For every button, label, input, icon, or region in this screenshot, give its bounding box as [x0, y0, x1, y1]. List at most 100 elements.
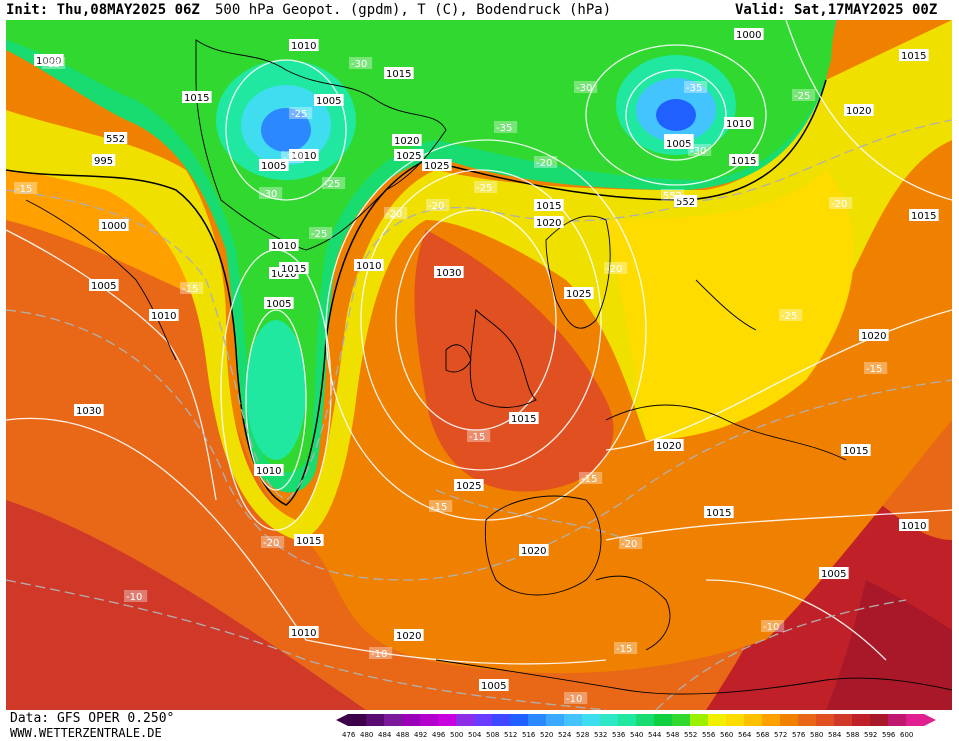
svg-text:1010: 1010 [256, 466, 281, 477]
temperature-label: -10 [761, 620, 785, 633]
colorbar-tick-label: 516 [522, 731, 536, 739]
svg-text:-30: -30 [261, 189, 277, 200]
svg-text:1015: 1015 [184, 93, 209, 104]
svg-text:1005: 1005 [666, 139, 691, 150]
svg-text:1000: 1000 [101, 221, 126, 232]
coastlines [25, 39, 952, 695]
svg-text:1015: 1015 [706, 508, 731, 519]
svg-text:1025: 1025 [566, 289, 591, 300]
svg-text:995: 995 [94, 156, 113, 167]
colorbar-swatch [636, 714, 654, 726]
isobar-label: 1020 [392, 134, 422, 147]
svg-text:1025: 1025 [456, 481, 481, 492]
isobar-label: 1020 [519, 544, 549, 557]
isobar-label: 1015 [509, 412, 539, 425]
svg-text:1015: 1015 [281, 264, 306, 275]
color-scale-bar [336, 714, 936, 726]
colorbar-swatch [798, 714, 816, 726]
temperature-label: -20 [384, 207, 408, 220]
temperature-label: -25 [779, 309, 803, 322]
colorbar-swatch [870, 714, 888, 726]
isobar-label: 1030 [74, 404, 104, 417]
svg-text:1000: 1000 [36, 56, 61, 67]
colorbar-tick-label: 520 [540, 731, 554, 739]
colorbar-swatch [582, 714, 600, 726]
colorbar-min-arrow [336, 714, 348, 726]
temperature-label: -35 [684, 81, 708, 94]
svg-text:1015: 1015 [731, 156, 756, 167]
isobar-label: 1005 [259, 159, 289, 172]
colorbar-swatch [564, 714, 582, 726]
svg-text:1015: 1015 [901, 51, 926, 62]
temperature-label: -15 [864, 362, 888, 375]
temperature-label: -15 [429, 500, 453, 513]
colorbar-tick-label: 580 [810, 731, 824, 739]
colorbar-max-arrow [924, 714, 936, 726]
colorbar-swatch [546, 714, 564, 726]
isobar-label: 1000 [99, 219, 129, 232]
isobar-label: 1020 [394, 629, 424, 642]
svg-text:1020: 1020 [846, 106, 871, 117]
isobar-label: 1015 [182, 91, 212, 104]
colorbar-swatch [690, 714, 708, 726]
svg-text:1010: 1010 [291, 628, 316, 639]
temperature-label: -10 [124, 590, 148, 603]
temperature-label: -30 [349, 57, 373, 70]
svg-text:1015: 1015 [843, 446, 868, 457]
svg-text:-30: -30 [690, 146, 706, 157]
svg-text:1030: 1030 [436, 268, 461, 279]
temperature-label: -10 [369, 647, 393, 660]
svg-text:-15: -15 [616, 644, 632, 655]
isobar-label: 1010 [289, 626, 319, 639]
svg-text:-25: -25 [324, 179, 340, 190]
svg-text:1020: 1020 [536, 218, 561, 229]
isobar-label: 552 [104, 132, 128, 145]
isobar-label: 1015 [899, 49, 929, 62]
isobar-label: 552 [674, 195, 698, 208]
colorbar-tick-label: 484 [378, 731, 392, 739]
svg-text:1005: 1005 [266, 299, 291, 310]
isobar-label: 1020 [654, 439, 684, 452]
temperature-label: -20 [534, 156, 558, 169]
colorbar-swatch [618, 714, 636, 726]
svg-text:1010: 1010 [271, 269, 296, 280]
colorbar-tick-label: 524 [558, 731, 572, 739]
svg-text:-25: -25 [794, 91, 810, 102]
colorbar-swatch [366, 714, 384, 726]
svg-text:-20: -20 [536, 158, 552, 169]
isobar-label: 1010 [899, 519, 929, 532]
weather-map: 1000101510101005101510101005100010155529… [6, 20, 952, 710]
temperature-label: -15 [42, 57, 66, 70]
temperature-label: -20 [619, 537, 643, 550]
colorbar-swatch [420, 714, 438, 726]
colorbar-tick-label: 564 [738, 731, 752, 739]
svg-text:1010: 1010 [356, 261, 381, 272]
colorbar-tick-label: 528 [576, 731, 590, 739]
colorbar-swatch [762, 714, 780, 726]
cold-core-west-center [261, 108, 311, 152]
colorbar-swatch [474, 714, 492, 726]
svg-text:552: 552 [676, 197, 695, 208]
svg-text:-35: -35 [496, 123, 512, 134]
svg-text:1010: 1010 [271, 241, 296, 252]
colorbar-swatch [456, 714, 474, 726]
init-time: Init: Thu,08MAY2025 06Z [6, 2, 200, 18]
colorbar-swatch [510, 714, 528, 726]
website-credit: WWW.WETTERZENTRALE.DE [10, 726, 162, 740]
temperature-label: -20 [261, 536, 285, 549]
svg-text:1005: 1005 [821, 569, 846, 580]
isobar-label: 1015 [704, 506, 734, 519]
svg-text:-20: -20 [621, 539, 637, 550]
svg-text:1020: 1020 [396, 631, 421, 642]
svg-text:-15: -15 [866, 364, 882, 375]
temperature-label: -15 [180, 282, 204, 295]
colorbar-tick-label: 476 [342, 731, 356, 739]
temperature-label: -35 [494, 121, 518, 134]
svg-text:1015: 1015 [296, 536, 321, 547]
svg-text:-25: -25 [781, 311, 797, 322]
colorbar-swatch [384, 714, 402, 726]
svg-text:552: 552 [663, 191, 682, 202]
svg-text:1015: 1015 [536, 201, 561, 212]
colorbar-tick-label: 532 [594, 731, 608, 739]
svg-text:-35: -35 [283, 153, 299, 164]
